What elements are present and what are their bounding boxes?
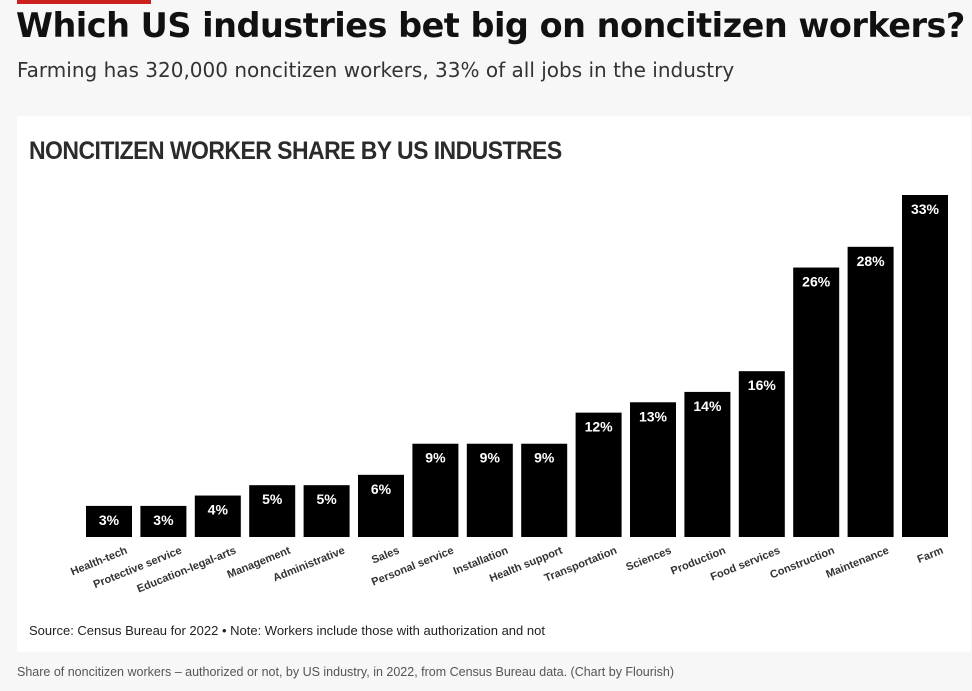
bar-protective-service	[140, 505, 187, 537]
bar-value-label: 3%	[153, 512, 174, 528]
bar-value-label: 9%	[425, 450, 446, 466]
bar-value-label: 26%	[802, 274, 831, 290]
bar-administrative	[303, 485, 350, 537]
bar-health-support	[521, 443, 568, 537]
bar-production	[684, 391, 731, 537]
chart-title: NONCITIZEN WORKER SHARE BY US INDUSTRES	[29, 137, 562, 165]
bar-management	[249, 485, 296, 537]
bar-value-label: 5%	[262, 491, 283, 507]
bar-installation	[466, 443, 513, 537]
category-label: Education-legal-arts	[135, 545, 238, 596]
bar-food-services	[738, 371, 785, 537]
category-label: Sciences	[624, 545, 673, 574]
bar-value-label: 12%	[585, 419, 614, 435]
bar-value-label: 4%	[208, 502, 229, 518]
bar-value-label: 6%	[371, 481, 392, 497]
bar-value-label: 9%	[534, 450, 555, 466]
bar-education-legal-arts	[194, 495, 241, 537]
chart-source-note: Source: Census Bureau for 2022 • Note: W…	[29, 623, 545, 638]
chart-card: NONCITIZEN WORKER SHARE BY US INDUSTRES …	[17, 116, 971, 652]
bar-value-label: 3%	[99, 512, 120, 528]
bar-farm	[902, 195, 948, 537]
bar-value-label: 14%	[693, 398, 722, 414]
bar-maintenance	[847, 246, 894, 537]
bar-personal-service	[412, 443, 459, 537]
article-dek: Farming has 320,000 noncitizen workers, …	[17, 58, 735, 82]
bar-value-label: 9%	[480, 450, 501, 466]
bar-value-label: 13%	[639, 408, 668, 424]
bar-transportation	[575, 412, 622, 537]
image-caption: Share of noncitizen workers – authorized…	[17, 665, 675, 679]
accent-rule	[17, 0, 151, 4]
bar-construction	[793, 267, 840, 537]
bar-value-label: 16%	[748, 377, 777, 393]
bar-sales	[358, 474, 404, 537]
bar-sciences	[630, 402, 676, 537]
category-label: Maintenance	[824, 545, 890, 581]
bar-health-tech	[86, 505, 132, 537]
category-label: Sales	[370, 545, 401, 567]
bar-value-label: 28%	[857, 253, 886, 269]
bar-value-label: 5%	[316, 491, 337, 507]
bar-value-label: 33%	[911, 201, 940, 217]
article-headline: Which US industries bet big on noncitize…	[16, 6, 965, 45]
category-label: Farm	[916, 545, 946, 566]
